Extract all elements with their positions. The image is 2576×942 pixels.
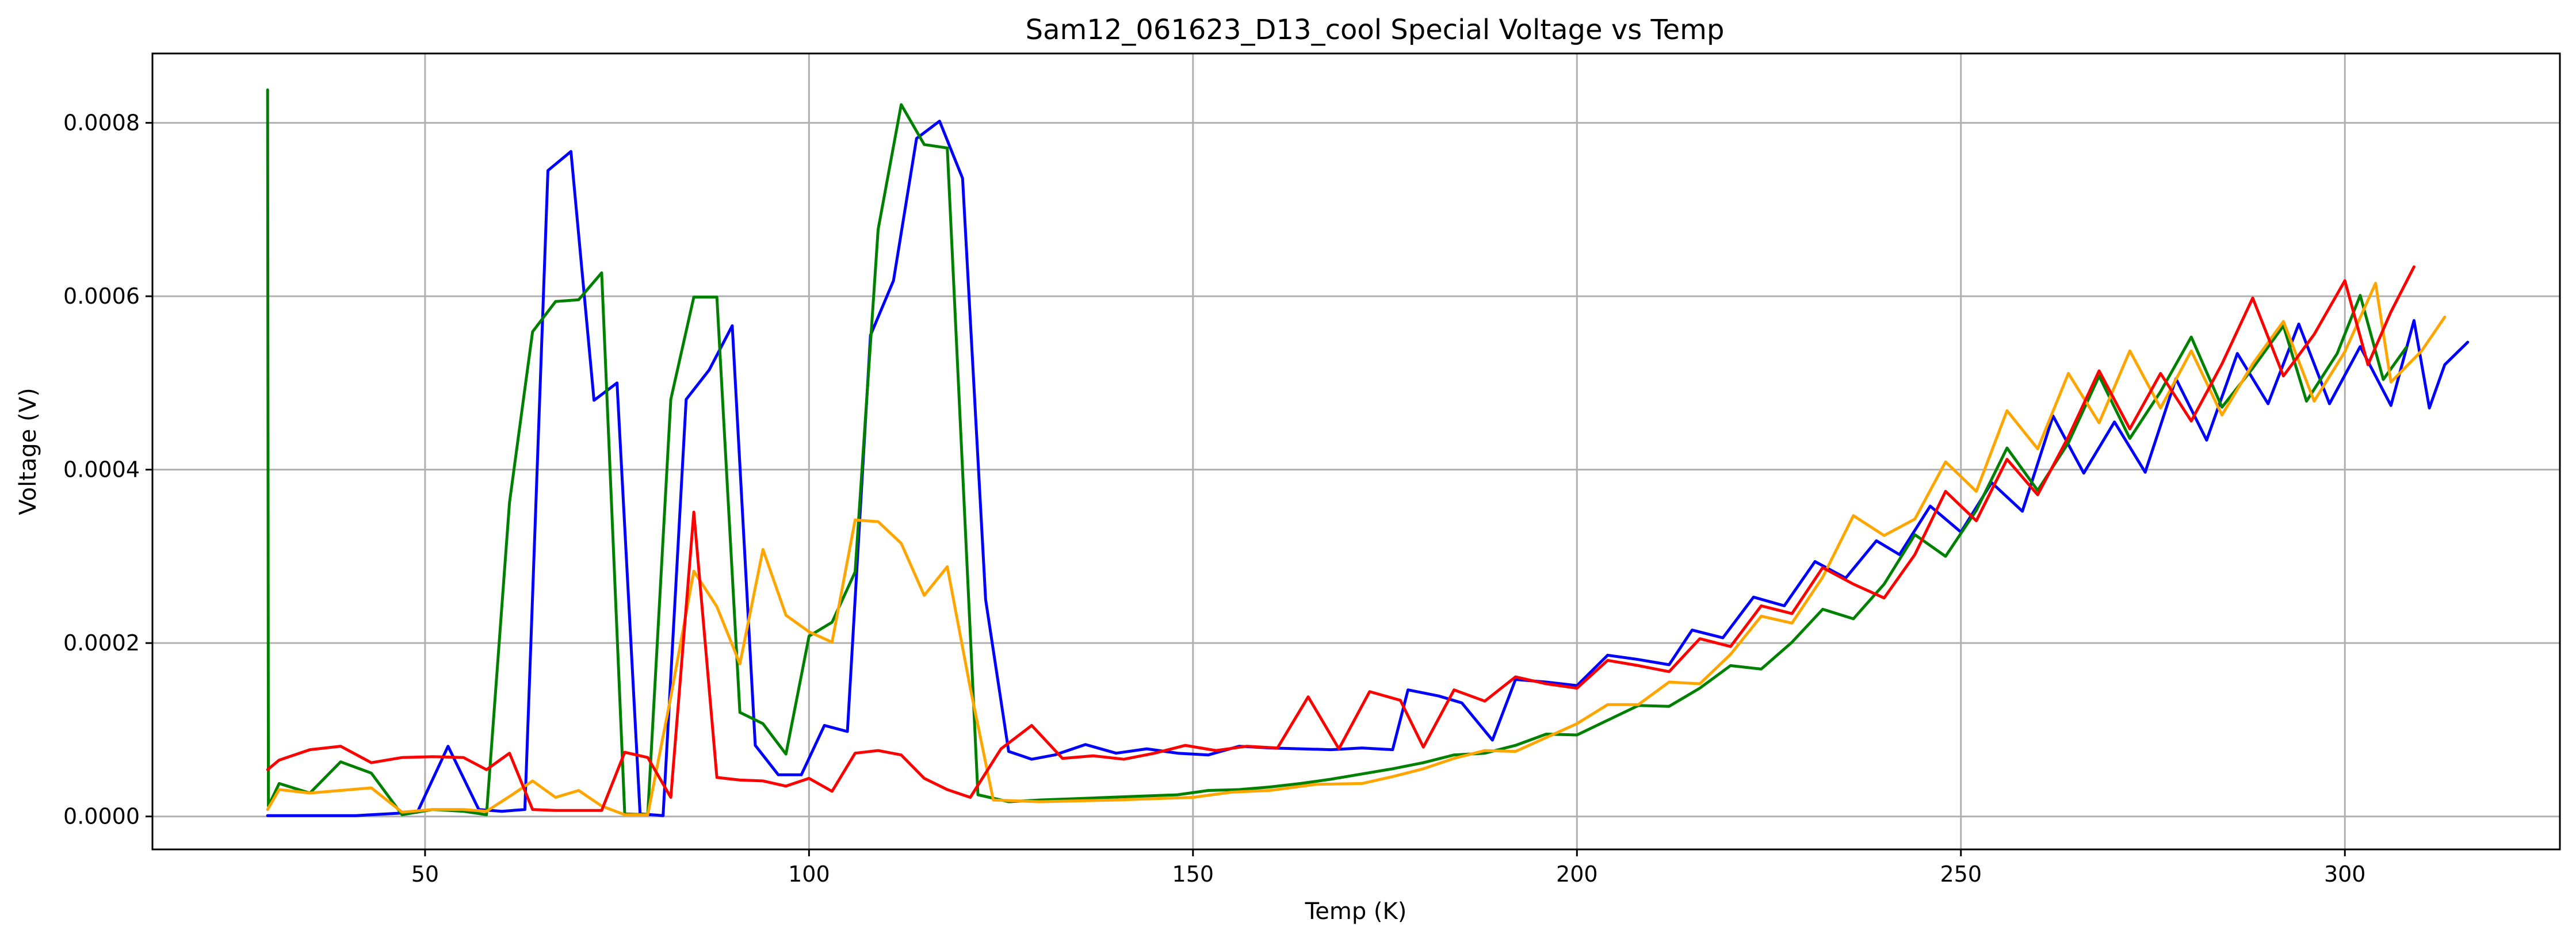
y-axis-label: Voltage (V) bbox=[15, 388, 41, 515]
y-tick-label: 0.0002 bbox=[63, 630, 140, 656]
y-tick-label: 0.0000 bbox=[63, 804, 140, 829]
x-axis-label: Temp (K) bbox=[1305, 898, 1407, 925]
series-line-3 bbox=[266, 282, 2447, 817]
x-tick-label: 300 bbox=[2324, 861, 2366, 887]
gridlines bbox=[152, 53, 2560, 849]
y-tick-label: 0.0004 bbox=[63, 457, 140, 483]
x-tick-label: 250 bbox=[1940, 861, 1982, 887]
series-line-1 bbox=[266, 120, 2470, 817]
x-tick-label: 50 bbox=[411, 861, 439, 887]
y-tick-label: 0.0006 bbox=[63, 284, 140, 309]
x-tick-label: 100 bbox=[788, 861, 830, 887]
axis-ticks: 50 100 150 200 250 300 0.0000 0.0002 0.0004 0.000… bbox=[63, 110, 2365, 887]
y-tick-label: 0.0008 bbox=[63, 110, 140, 136]
series-lines bbox=[266, 88, 2470, 817]
x-tick-label: 150 bbox=[1172, 861, 1214, 887]
series-line-4 bbox=[266, 265, 2416, 812]
plot-frame bbox=[151, 52, 2561, 851]
chart-title: Sam12_061623_D13_cool Special Voltage vs… bbox=[1026, 14, 1725, 46]
x-tick-label: 200 bbox=[1556, 861, 1598, 887]
